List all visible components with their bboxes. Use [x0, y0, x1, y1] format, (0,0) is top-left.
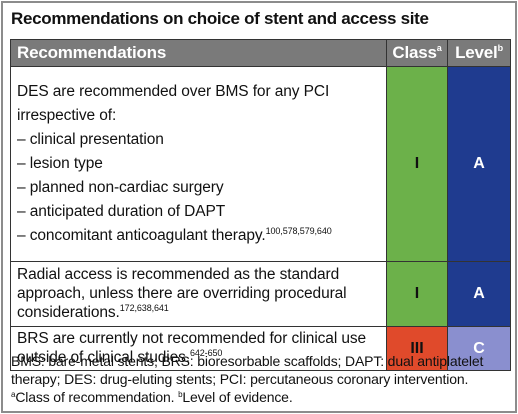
class-cell: III — [386, 326, 448, 371]
level-cell: A — [447, 261, 511, 327]
bullet-item: – concomitant anticoagulant therapy.100,… — [17, 225, 332, 244]
bullet-item: – lesion type — [17, 154, 103, 172]
table-footnote: BMS: bare-metal stents; BRS: bioresorbab… — [11, 352, 509, 406]
table-row: DES are recommended over BMS for any PCI… — [10, 66, 511, 262]
recommendation-text: BRS are currently not recommended for cl… — [10, 326, 387, 371]
recommendation-text: Radial access is recommended as the stan… — [10, 261, 387, 327]
recommendations-table: Recommendations Classa Levelb DES are re… — [10, 39, 511, 371]
footnote-mark-b: b — [178, 390, 183, 399]
recommendation-line: DES are recommended over BMS for any PCI… — [17, 82, 330, 124]
table-header-row: Recommendations Classa Levelb — [10, 39, 511, 67]
header-class: Classa — [386, 39, 448, 67]
recommendation-text: DES are recommended over BMS for any PCI… — [10, 66, 387, 262]
header-recommendations: Recommendations — [10, 39, 387, 67]
box-title: Recommendations on choice of stent and a… — [11, 9, 429, 28]
bullet-item: – clinical presentation — [17, 130, 164, 148]
class-cell: I — [386, 66, 448, 262]
footnote-a: Class of recommendation. — [15, 389, 175, 405]
bullet-item: – planned non-cardiac surgery — [17, 178, 224, 196]
table-row: Radial access is recommended as the stan… — [10, 261, 511, 327]
class-footnote-mark: a — [436, 43, 442, 53]
header-level: Levelb — [447, 39, 511, 67]
class-cell: I — [386, 261, 448, 327]
footnote-mark-a: a — [11, 390, 16, 399]
table-row: BRS are currently not recommended for cl… — [10, 326, 511, 371]
bullet-item: – anticipated duration of DAPT — [17, 202, 226, 220]
level-cell: A — [447, 66, 511, 262]
footnote-b: Level of evidence. — [182, 389, 293, 405]
level-footnote-mark: b — [497, 43, 504, 53]
reference-numbers: 642-650 — [189, 348, 223, 358]
reference-numbers: 100,578,579,640 — [265, 225, 332, 236]
abbreviations: BMS: bare-metal stents; BRS: bioresorbab… — [11, 353, 484, 387]
level-cell: C — [447, 326, 511, 371]
reference-numbers: 172,638,641 — [119, 303, 169, 313]
